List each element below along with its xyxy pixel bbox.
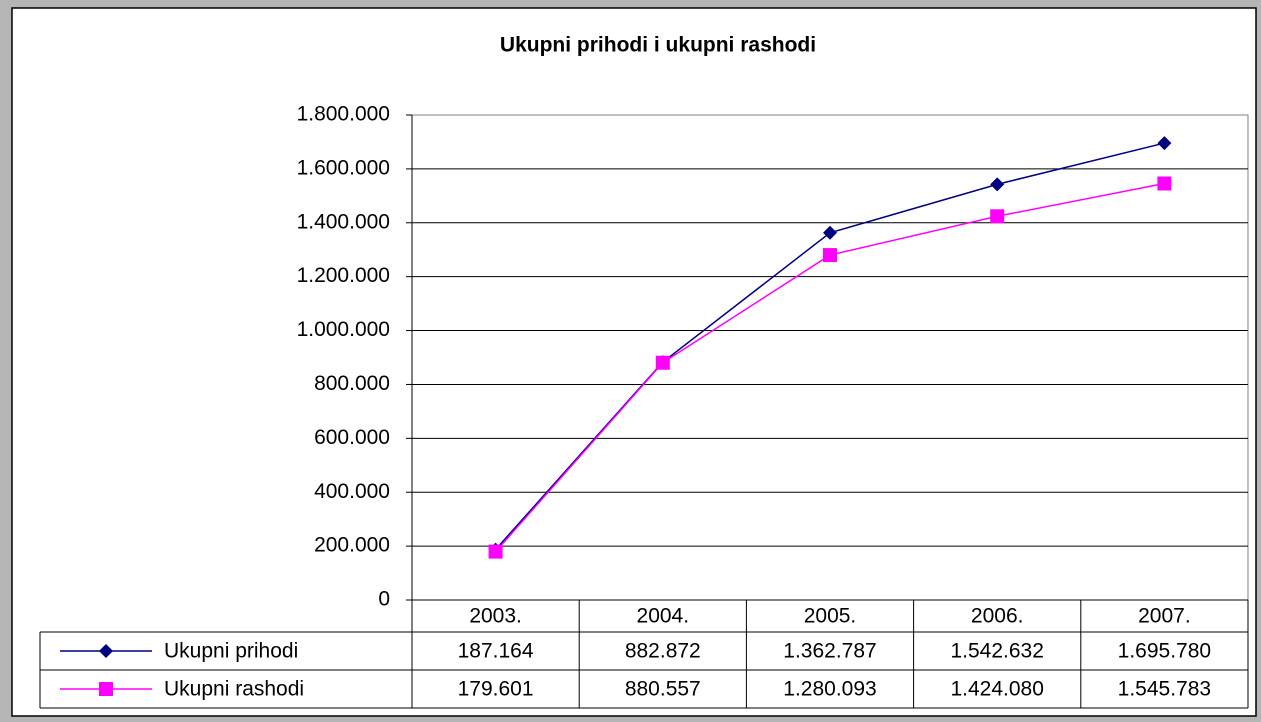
x-tick-label: 2007. xyxy=(1138,605,1191,628)
table-value: 1.545.783 xyxy=(1118,678,1211,701)
table-value: 187.164 xyxy=(458,640,534,663)
y-tick-label: 800.000 xyxy=(314,372,390,395)
table-value: 1.280.093 xyxy=(783,678,876,701)
y-tick-label: 1.200.000 xyxy=(297,264,390,287)
y-tick-label: 600.000 xyxy=(314,426,390,449)
marker xyxy=(823,225,837,240)
x-tick-label: 2005. xyxy=(804,605,857,628)
chart-title: Ukupni prihodi i ukupni rashodi xyxy=(500,34,816,57)
x-tick-label: 2006. xyxy=(971,605,1024,628)
y-tick-label: 0 xyxy=(378,588,390,611)
table-value: 1.542.632 xyxy=(950,640,1043,663)
legend-marker xyxy=(99,682,113,696)
marker xyxy=(1157,136,1172,151)
y-tick-label: 200.000 xyxy=(314,534,390,557)
y-tick-label: 1.800.000 xyxy=(297,103,390,126)
legend-label: Ukupni rashodi xyxy=(164,678,304,701)
x-tick-label: 2004. xyxy=(637,605,690,628)
chart-panel xyxy=(11,7,1257,717)
table-value: 1.424.080 xyxy=(950,678,1043,701)
marker xyxy=(488,544,503,559)
y-tick-label: 1.400.000 xyxy=(297,210,390,233)
table-value: 1.695.780 xyxy=(1118,640,1211,663)
table-value: 882.872 xyxy=(625,640,701,663)
legend-label: Ukupni prihodi xyxy=(164,640,298,663)
legend-marker xyxy=(99,644,113,658)
y-tick-label: 1.600.000 xyxy=(297,156,390,179)
marker xyxy=(1157,176,1172,191)
marker xyxy=(990,209,1005,224)
y-tick-label: 1.000.000 xyxy=(297,318,390,341)
table-value: 880.557 xyxy=(625,678,701,701)
table-value: 1.362.787 xyxy=(783,640,876,663)
marker xyxy=(823,248,837,263)
table-value: 179.601 xyxy=(458,678,534,701)
y-tick-label: 400.000 xyxy=(314,480,390,503)
marker xyxy=(990,177,1005,192)
marker xyxy=(655,355,670,370)
x-tick-label: 2003. xyxy=(469,605,522,628)
